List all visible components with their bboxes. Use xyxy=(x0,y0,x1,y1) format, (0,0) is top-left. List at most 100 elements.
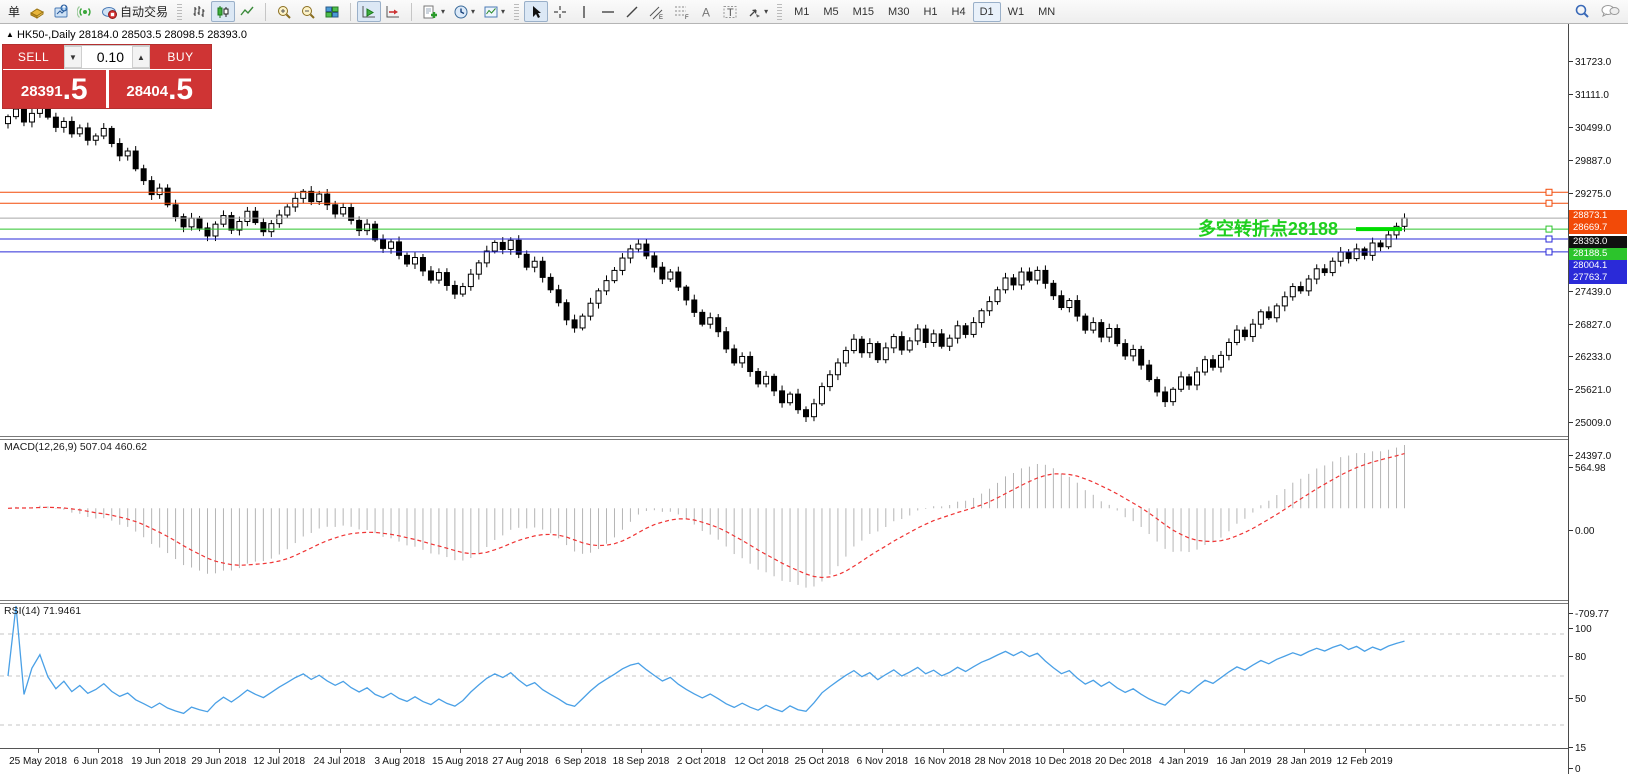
text-label-icon[interactable]: T xyxy=(718,1,742,22)
cursor-icon[interactable] xyxy=(524,1,549,22)
line-handle[interactable] xyxy=(1545,248,1553,256)
date-label: 6 Jun 2018 xyxy=(73,756,124,767)
buy-price[interactable]: 28404 .5 xyxy=(108,70,211,108)
arrows-icon[interactable]: ▾ xyxy=(742,1,772,22)
zoom-out-icon[interactable] xyxy=(296,1,320,22)
line-handle[interactable] xyxy=(1545,225,1553,233)
toolbar-separator xyxy=(411,2,413,21)
horizontal-line-icon[interactable] xyxy=(596,1,620,22)
buy-button[interactable]: BUY xyxy=(150,45,211,69)
timeframe-H4[interactable]: H4 xyxy=(951,5,966,18)
price-tag-28188.5: 28188.5 xyxy=(1569,248,1627,261)
date-tick xyxy=(1123,749,1125,753)
sell-price-main: 28391 xyxy=(20,83,63,100)
date-tick xyxy=(641,749,642,753)
timeframe-M5[interactable]: M5 xyxy=(823,5,839,18)
date-tick xyxy=(1304,749,1306,753)
pivot-annotation[interactable]: 多空转折点28188 xyxy=(1198,218,1338,239)
chart-shift-icon[interactable] xyxy=(381,1,405,22)
new-order-button[interactable]: 单 xyxy=(3,1,25,22)
macd-axis-label: 564.98 xyxy=(1571,463,1606,474)
search-icon[interactable] xyxy=(1574,3,1590,22)
line-chart-icon[interactable] xyxy=(235,1,259,22)
price-tick-label: 27439.0 xyxy=(1571,287,1611,298)
date-label: 3 Aug 2018 xyxy=(374,756,426,767)
price-tick-label: 31723.0 xyxy=(1571,57,1611,68)
timeframe-M15[interactable]: M15 xyxy=(852,5,875,18)
price-tick-label: 31111.0 xyxy=(1571,90,1609,101)
timeframe-M30[interactable]: M30 xyxy=(888,5,910,18)
macd-axis-label: 0.00 xyxy=(1571,526,1594,537)
rsi-label: RSI(14) 71.9461 xyxy=(4,605,82,617)
crosshair-icon[interactable] xyxy=(548,1,572,22)
date-label: 12 Feb 2019 xyxy=(1336,756,1393,767)
timeframe-group: M1 M5 M15 M30 H1 H4 D1 W1 MN xyxy=(784,0,1065,24)
date-tick xyxy=(218,749,220,753)
dropdown-caret: ▾ xyxy=(441,7,446,16)
date-label: 16 Jan 2019 xyxy=(1216,756,1272,767)
price-tick-label: 29275.0 xyxy=(1571,189,1611,200)
chart-window[interactable]: ▲ HK50-,Daily 28184.0 28503.5 28098.5 28… xyxy=(0,24,1628,774)
sell-button[interactable]: SELL xyxy=(3,45,64,69)
rsi-axis-label: 0 xyxy=(1571,764,1581,774)
auto-scroll-icon[interactable] xyxy=(357,1,382,22)
price-tag-28873.1: 28873.1 xyxy=(1569,210,1627,223)
fibonacci-icon[interactable]: F xyxy=(669,1,694,22)
price-tag-28004.1: 28004.1 xyxy=(1569,260,1627,273)
date-tick xyxy=(1183,749,1185,753)
date-tick xyxy=(882,749,884,753)
sell-price[interactable]: 28391 .5 xyxy=(3,70,106,108)
date-label: 10 Dec 2018 xyxy=(1034,756,1092,767)
toolbar-grip xyxy=(514,3,520,20)
timeframe-MN[interactable]: MN xyxy=(1038,5,1056,18)
candles xyxy=(5,100,1408,423)
timeframe-W1[interactable]: W1 xyxy=(1007,5,1025,18)
text-icon[interactable]: A xyxy=(694,1,718,22)
periods-icon[interactable]: ▾ xyxy=(449,1,479,22)
svg-text:T: T xyxy=(727,7,734,19)
window-menu-icon[interactable]: ▲ xyxy=(6,30,14,39)
bar-chart-icon[interactable] xyxy=(187,1,211,22)
price-tick-label: 26233.0 xyxy=(1571,352,1611,363)
timeframe-H1[interactable]: H1 xyxy=(923,5,938,18)
date-tick xyxy=(1002,749,1004,753)
timeframe-M1[interactable]: M1 xyxy=(794,5,810,18)
volume-decrease-button[interactable]: ▼ xyxy=(64,46,82,68)
autotrading-label: 自动交易 xyxy=(120,5,169,19)
line-handle[interactable] xyxy=(1545,188,1553,196)
svg-text:E: E xyxy=(659,15,663,20)
dropdown-caret: ▾ xyxy=(501,7,506,16)
date-tick xyxy=(942,749,944,753)
date-tick xyxy=(38,749,39,753)
price-tick-label: 29887.0 xyxy=(1571,156,1611,167)
dropdown-caret: ▾ xyxy=(471,7,476,16)
one-click-trade-panel: SELL ▼ 0.10 ▲ BUY 28391 .5 28404 .5 xyxy=(2,44,212,109)
new-order-label: 单 xyxy=(7,5,20,19)
volume-value[interactable]: 0.10 xyxy=(96,49,124,65)
signals-icon[interactable] xyxy=(73,1,97,22)
trend-highlight-segment[interactable] xyxy=(1356,227,1402,232)
autotrading-button[interactable]: 自动交易 xyxy=(97,1,172,22)
buy-price-big: .5 xyxy=(168,73,194,106)
candlestick-chart-icon[interactable] xyxy=(211,1,236,22)
templates-icon[interactable]: ▾ xyxy=(479,1,509,22)
publish-chart-icon[interactable] xyxy=(49,1,73,22)
price-tag-28393.0: 28393.0 xyxy=(1569,236,1627,249)
trendline-icon[interactable] xyxy=(620,1,644,22)
equidistant-channel-icon[interactable]: E xyxy=(644,1,669,22)
zoom-in-icon[interactable] xyxy=(272,1,296,22)
chat-icon[interactable] xyxy=(1600,3,1620,22)
vertical-line-icon[interactable] xyxy=(572,1,596,22)
toolbar-grip xyxy=(777,3,783,20)
tile-windows-icon[interactable] xyxy=(320,1,344,22)
date-tick xyxy=(821,749,823,753)
date-label: 28 Jan 2019 xyxy=(1276,756,1332,767)
line-handle[interactable] xyxy=(1545,199,1553,207)
volume-increase-button[interactable]: ▲ xyxy=(132,46,150,68)
indicators-add-icon[interactable]: ▾ xyxy=(418,1,449,22)
timeframe-D1[interactable]: D1 xyxy=(972,1,1001,22)
market-watch-icon[interactable] xyxy=(25,1,49,22)
toolbar-separator xyxy=(350,2,352,21)
price-chart-canvas[interactable]: 多空转折点28188 xyxy=(0,24,1568,750)
line-handle[interactable] xyxy=(1545,235,1553,243)
